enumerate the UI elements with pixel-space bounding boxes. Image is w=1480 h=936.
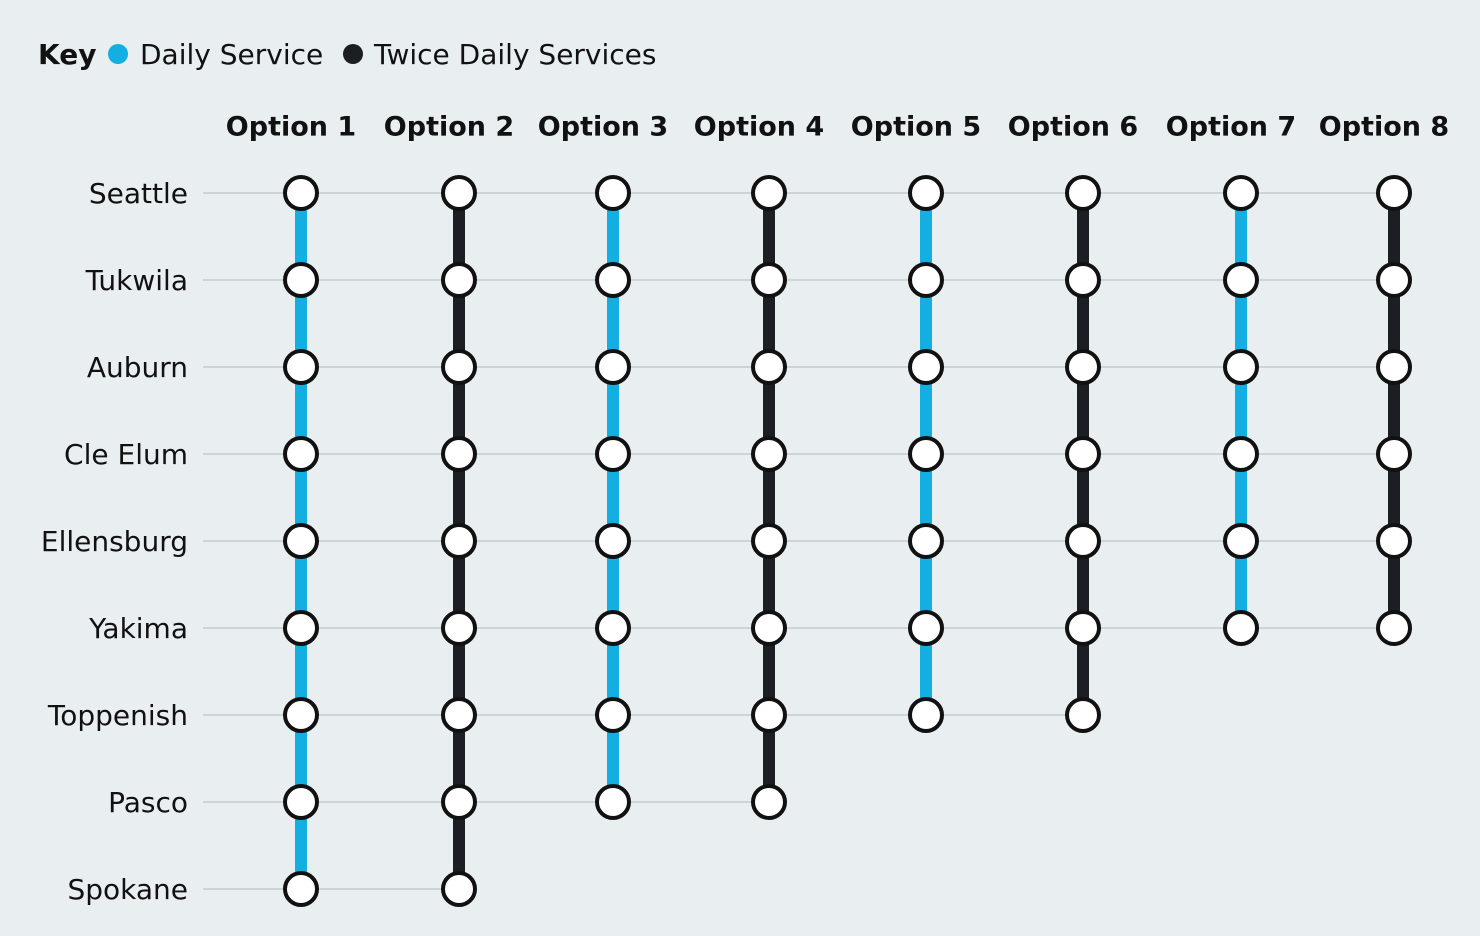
stop [751, 697, 787, 733]
stop [908, 262, 944, 298]
key-title: Key [38, 38, 96, 71]
option-label: Option 6 [1008, 112, 1138, 143]
stop [441, 697, 477, 733]
stop [441, 610, 477, 646]
stop [1223, 175, 1259, 211]
stop [595, 610, 631, 646]
stop [441, 871, 477, 907]
option-label: Option 8 [1319, 112, 1449, 143]
station-label: Tukwila [85, 264, 188, 297]
key-label: Twice Daily Services [373, 38, 657, 71]
option-label: Option 7 [1166, 112, 1296, 143]
option-label: Option 3 [538, 112, 668, 143]
stop [1065, 610, 1101, 646]
stop [751, 175, 787, 211]
station-label: Cle Elum [64, 438, 188, 471]
stop [1376, 349, 1412, 385]
option-label: Option 1 [226, 112, 356, 143]
stop [1065, 175, 1101, 211]
stop [283, 349, 319, 385]
stop [908, 349, 944, 385]
stop [1376, 610, 1412, 646]
stop [441, 436, 477, 472]
key-dot [343, 44, 363, 64]
station-label: Toppenish [47, 699, 188, 732]
stop [1376, 436, 1412, 472]
stop [908, 697, 944, 733]
station-label: Ellensburg [41, 525, 188, 558]
stop [751, 610, 787, 646]
stop [1223, 436, 1259, 472]
stop [908, 523, 944, 559]
stop [751, 784, 787, 820]
station-label: Pasco [108, 786, 188, 819]
stop [283, 523, 319, 559]
stop [1376, 262, 1412, 298]
stop [1065, 436, 1101, 472]
stop [283, 436, 319, 472]
stop [751, 349, 787, 385]
stop [595, 523, 631, 559]
stop [283, 610, 319, 646]
stop [1065, 262, 1101, 298]
stop [441, 262, 477, 298]
key-dot [108, 44, 128, 64]
stop [908, 436, 944, 472]
stop [1065, 349, 1101, 385]
option-label: Option 4 [694, 112, 824, 143]
stop [908, 610, 944, 646]
stop [595, 697, 631, 733]
station-label: Yakima [88, 612, 188, 645]
stop [595, 262, 631, 298]
stop [1223, 610, 1259, 646]
stop [1376, 175, 1412, 211]
stop [283, 175, 319, 211]
stop [595, 784, 631, 820]
stop [908, 175, 944, 211]
stop [595, 175, 631, 211]
key-label: Daily Service [140, 38, 323, 71]
stop [595, 349, 631, 385]
stop [283, 697, 319, 733]
stop [283, 784, 319, 820]
option-label: Option 5 [851, 112, 981, 143]
stop [751, 262, 787, 298]
stop [751, 436, 787, 472]
stop [1376, 523, 1412, 559]
option-label: Option 2 [384, 112, 514, 143]
stop [441, 175, 477, 211]
stop [595, 436, 631, 472]
stop [283, 262, 319, 298]
station-label: Spokane [67, 873, 188, 906]
stop [283, 871, 319, 907]
stop [751, 523, 787, 559]
station-label: Seattle [89, 177, 188, 210]
station-label: Auburn [87, 351, 188, 384]
stop [1065, 523, 1101, 559]
stop [1223, 349, 1259, 385]
stop [1065, 697, 1101, 733]
stop [1223, 262, 1259, 298]
stop [441, 349, 477, 385]
stop [441, 523, 477, 559]
stop [1223, 523, 1259, 559]
stop [441, 784, 477, 820]
